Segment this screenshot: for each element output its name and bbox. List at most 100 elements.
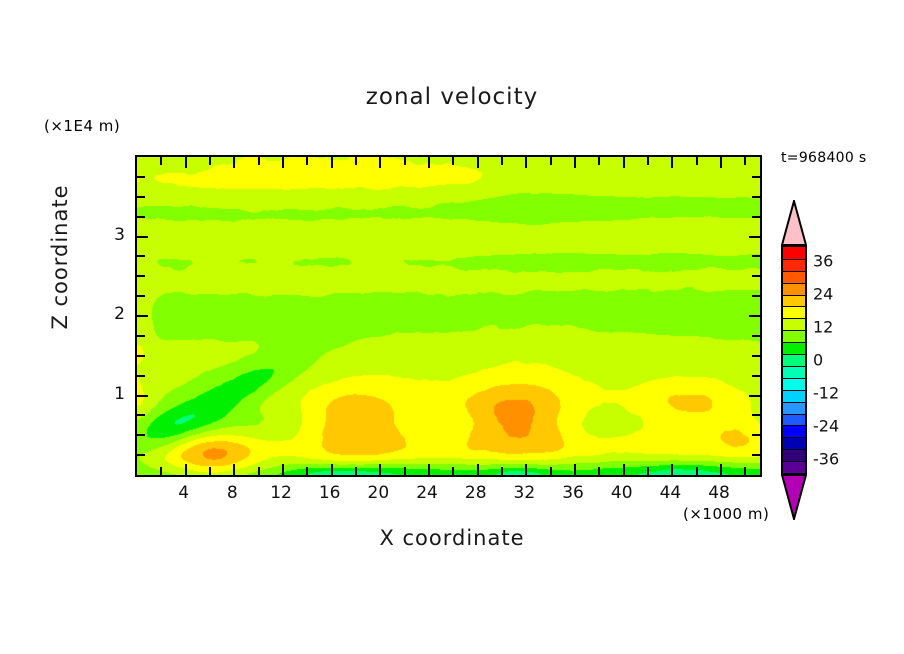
- x-axis-tick: [598, 467, 601, 475]
- x-axis-tick: [574, 157, 577, 168]
- x-axis-tick: [452, 157, 455, 165]
- x-axis-tick: [403, 157, 406, 165]
- x-axis-tick: [379, 464, 382, 475]
- contour-field-canvas: [137, 157, 760, 475]
- y-axis-tick: [749, 394, 760, 397]
- x-axis-tick-label: 48: [708, 483, 730, 503]
- x-axis-tick: [574, 464, 577, 475]
- x-axis-tick-label: 20: [367, 483, 390, 503]
- x-axis-tick: [744, 157, 747, 165]
- colorbar-swatch: [783, 258, 805, 271]
- y-axis-tick: [752, 354, 760, 357]
- y-axis-tick: [749, 315, 760, 317]
- colorbar-tick-label: -36: [813, 449, 840, 469]
- colorbar-tick-label: 0: [813, 350, 824, 370]
- colorbar-over-arrow-icon: [781, 200, 807, 246]
- x-axis-tick: [428, 157, 431, 168]
- y-axis-tick: [752, 295, 760, 298]
- y-axis-tick: [137, 255, 145, 258]
- y-axis-tick: [137, 215, 145, 218]
- x-axis-tick-label: 36: [562, 483, 584, 503]
- y-axis-tick: [752, 175, 760, 178]
- y-axis-tick: [137, 235, 148, 238]
- colorbar-swatch: [783, 294, 805, 307]
- x-axis-tick: [671, 464, 674, 475]
- x-axis-tick: [379, 157, 382, 168]
- x-axis-tick: [525, 157, 528, 168]
- colorbar-swatch: [783, 413, 805, 426]
- y-axis-tick: [752, 195, 760, 198]
- x-axis-tick: [403, 467, 406, 475]
- y-axis-tick: [137, 414, 145, 417]
- x-axis-tick: [476, 464, 479, 475]
- x-axis-tick: [525, 464, 528, 475]
- y-axis-tick: [137, 454, 145, 457]
- colorbar-swatch: [783, 461, 805, 473]
- colorbar-swatch: [783, 377, 805, 390]
- colorbar-swatch: [783, 401, 805, 414]
- x-axis-tick: [622, 157, 625, 168]
- x-axis-tick-label: 12: [270, 483, 292, 503]
- x-axis-tick: [330, 157, 333, 168]
- y-axis-tick: [137, 374, 145, 377]
- y-axis-tick: [752, 215, 760, 218]
- colorbar-swatch: [783, 389, 805, 402]
- x-axis-tick: [501, 157, 504, 165]
- y-axis-tick: [137, 354, 145, 357]
- x-axis-tick: [257, 467, 260, 475]
- x-axis-tick: [184, 464, 187, 475]
- colorbar-tick-label: 24: [813, 284, 834, 304]
- y-axis-tick: [137, 394, 148, 397]
- x-axis-tick: [720, 157, 723, 168]
- x-axis-tick-label: 44: [659, 483, 682, 503]
- colorbar-tick-label: 36: [813, 251, 834, 271]
- x-axis-tick: [209, 467, 211, 475]
- x-axis-tick: [720, 464, 723, 475]
- x-axis-tick: [330, 464, 333, 475]
- x-axis-tick: [647, 467, 650, 475]
- x-axis-tick: [233, 157, 236, 168]
- colorbar-under-arrow-icon: [781, 474, 807, 520]
- timestamp-annotation: t=968400 s: [781, 150, 867, 166]
- x-axis-tick: [160, 467, 163, 475]
- x-axis-unit-label: (×1000 m): [683, 505, 770, 523]
- y-axis-tick: [137, 315, 148, 317]
- colorbar-swatch: [783, 247, 805, 259]
- x-axis-tick: [598, 157, 601, 165]
- colorbar-swatch: [783, 437, 805, 450]
- y-axis-tick: [752, 374, 760, 377]
- colorbar-tick-label: -24: [813, 416, 840, 436]
- y-axis-tick: [137, 434, 145, 437]
- y-axis-tick: [752, 255, 760, 258]
- x-axis-tick: [622, 464, 625, 475]
- y-axis-tick: [749, 235, 760, 238]
- x-axis-tick: [452, 467, 455, 475]
- x-axis-tick: [282, 464, 285, 475]
- colorbar-swatch: [783, 318, 805, 331]
- x-axis-tick: [695, 157, 698, 165]
- x-axis-tick: [647, 157, 650, 165]
- x-axis-tick-label: 24: [416, 483, 438, 503]
- colorbar-swatch: [783, 365, 805, 378]
- y-axis-unit-label: (×1E4 m): [44, 117, 121, 135]
- x-axis-tick: [744, 467, 747, 475]
- colorbar-swatch: [783, 330, 805, 343]
- x-axis-tick: [549, 467, 552, 475]
- colorbar-tick-label: -12: [813, 383, 840, 403]
- colorbar-swatch: [783, 425, 805, 438]
- colorbar-gradient-body: [781, 245, 807, 475]
- y-axis-tick: [752, 414, 760, 417]
- x-axis-tick: [306, 467, 309, 475]
- x-axis-tick: [501, 467, 504, 475]
- y-axis-tick: [137, 295, 145, 298]
- y-axis-tick: [137, 334, 145, 337]
- x-axis-tick-label: 16: [318, 483, 341, 503]
- colorbar-swatch: [783, 282, 805, 295]
- x-axis-tick-label: 8: [226, 483, 238, 503]
- colorbar-swatch: [783, 342, 805, 355]
- y-axis-tick-label: 2: [114, 304, 125, 324]
- x-axis-tick: [476, 157, 479, 168]
- colorbar-swatch: [783, 449, 805, 462]
- x-axis-tick-label: 28: [464, 483, 487, 503]
